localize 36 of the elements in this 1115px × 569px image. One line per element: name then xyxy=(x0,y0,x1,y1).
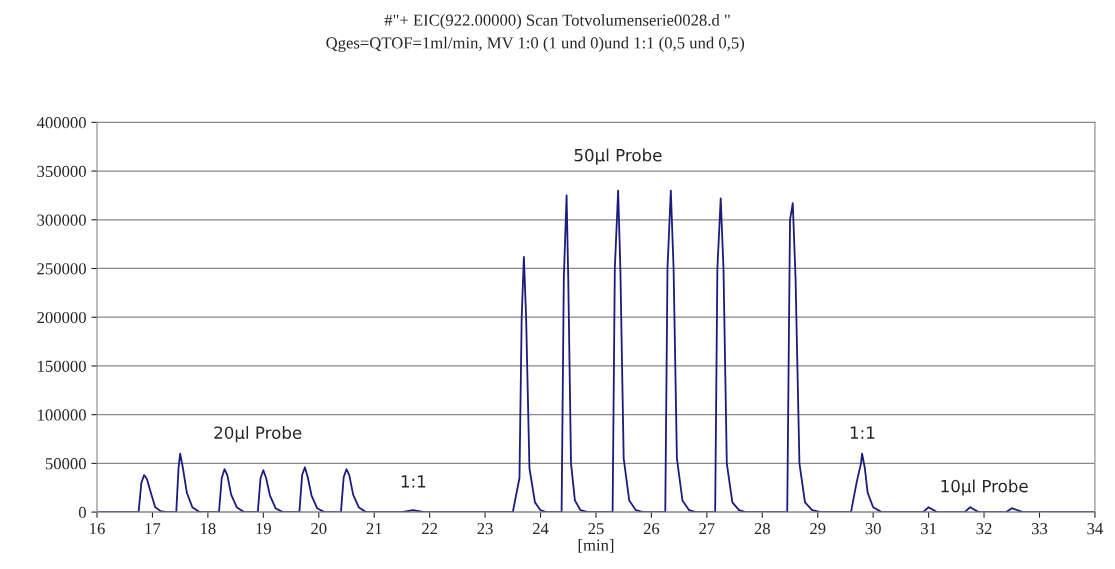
x-tick-label: 30 xyxy=(865,523,881,535)
x-tick-label: 18 xyxy=(201,523,216,535)
y-tick-label: 400000 xyxy=(36,117,86,129)
x-tick-label: 29 xyxy=(810,523,826,535)
y-tick-label: 100000 xyxy=(38,409,86,421)
annotation: 20µl Probe xyxy=(214,426,302,443)
y-tick-label: 200000 xyxy=(37,311,86,324)
y-tick-label: 300000 xyxy=(37,214,86,226)
x-axis-title: [min] xyxy=(578,539,614,553)
x-tick-label: 26 xyxy=(643,523,660,535)
y-tick-label: 350000 xyxy=(37,165,86,177)
x-tick-label: 19 xyxy=(256,523,271,535)
x-tick-label: 21 xyxy=(366,523,382,535)
annotation: 1:1 xyxy=(401,475,426,488)
x-tick-label: 27 xyxy=(699,523,715,535)
y-tick-label: 150000 xyxy=(38,360,86,372)
annotation: 50µl Probe xyxy=(574,148,662,165)
x-tick-label: 23 xyxy=(477,523,493,535)
x-tick-label: 25 xyxy=(588,523,604,535)
x-tick-label: 16 xyxy=(90,523,105,535)
x-tick-label: 28 xyxy=(754,523,770,535)
x-tick-label: 32 xyxy=(976,523,992,535)
x-tick-label: 24 xyxy=(532,523,549,535)
annotation: 1:1 xyxy=(850,426,875,439)
x-tick-label: 17 xyxy=(145,523,161,535)
y-tick-label: 250000 xyxy=(37,263,86,275)
y-tick-label: 50000 xyxy=(45,458,86,470)
x-tick-label: 34 xyxy=(1087,523,1103,535)
chart-subtitle: Qges=QTOF=1ml/min, MV 1:0 (1 und 0)und 1:1 (0,5 und 0,5) xyxy=(326,36,745,52)
x-tick-label: 20 xyxy=(311,523,327,535)
y-tick-label: 0 xyxy=(78,506,86,519)
x-tick-label: 31 xyxy=(921,523,936,535)
x-tick-label: 33 xyxy=(1031,523,1048,535)
x-tick-label: 22 xyxy=(422,523,438,535)
chart-title: #"+ EIC(922.00000) Scan Totvolumenserie0028.d " xyxy=(384,14,730,30)
annotation: 10µl Probe xyxy=(941,479,1028,496)
